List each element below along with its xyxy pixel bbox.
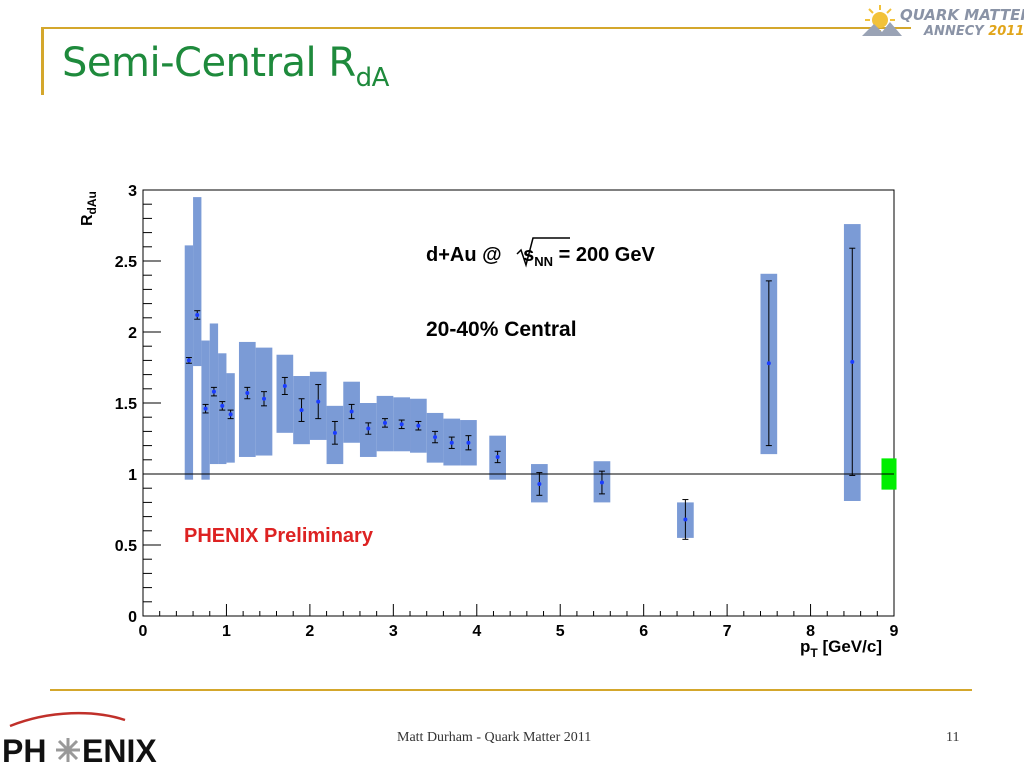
y-tick-label: 3 (128, 183, 137, 200)
y-tick-label: 2 (128, 325, 137, 342)
x-tick-label: 9 (890, 623, 899, 640)
data-point (382, 420, 387, 425)
data-point (261, 396, 266, 401)
systematic-box (238, 341, 256, 457)
data-point (220, 403, 225, 408)
x-tick-label: 6 (639, 623, 648, 640)
data-point (683, 517, 688, 522)
data-point (195, 312, 200, 317)
title-accent-bar (41, 27, 44, 95)
annotation-preliminary: PHENIX Preliminary (184, 525, 374, 547)
page-title: Semi-Central RdA (62, 40, 389, 93)
data-point (332, 430, 337, 435)
footer-rule (50, 689, 972, 691)
rdau-chart: 0 1 2 3 4 5 6 7 8 900.511.522.53 RdAu pT [GeV/c] … (79, 183, 899, 660)
x-tick-label: 7 (723, 623, 732, 640)
y-tick-label: 1.5 (115, 396, 137, 413)
phenix-logo: PH ENIX (2, 711, 157, 768)
page-number: 11 (946, 730, 960, 745)
title-rule (41, 27, 911, 29)
annotation-centrality: 20-40% Central (426, 318, 577, 341)
systematic-box (193, 197, 202, 367)
data-point (449, 440, 454, 445)
phenix-swoosh-icon (9, 711, 126, 728)
x-axis-label: pT [GeV/c] (800, 637, 882, 660)
quark-matter-logo-line2: ANNECY 2011 (924, 24, 1024, 39)
y-tick-label: 2.5 (115, 254, 137, 271)
data-point (366, 426, 371, 431)
data-point (416, 423, 421, 428)
x-tick-label: 2 (305, 623, 314, 640)
y-tick-label: 0.5 (115, 538, 137, 555)
phenix-star-icon (56, 738, 80, 762)
quark-matter-logo (860, 2, 1010, 46)
data-point (203, 406, 208, 411)
x-tick-label: 8 (806, 623, 815, 640)
x-tick-label: 1 (222, 623, 231, 640)
data-point (282, 383, 287, 388)
data-point (316, 399, 321, 404)
data-point (433, 435, 438, 440)
phenix-logo-text: PH (2, 733, 46, 768)
y-tick-label: 1 (128, 467, 137, 484)
x-tick-label: 3 (389, 623, 398, 640)
y-axis-label: RdAu (79, 191, 99, 226)
data-point (245, 391, 250, 396)
data-point (599, 480, 604, 485)
data-point (466, 440, 471, 445)
quark-matter-sun-icon (862, 5, 902, 36)
data-point (211, 389, 216, 394)
quark-matter-logo-line1: QUARK MATTER (900, 6, 1024, 24)
data-point (349, 409, 354, 414)
x-tick-label: 0 (139, 623, 148, 640)
footer-text: Matt Durham - Quark Matter 2011 (397, 730, 592, 745)
data-point (186, 358, 191, 363)
data-point (299, 408, 304, 413)
phenix-logo-text-end: ENIX (82, 733, 157, 768)
data-point (495, 454, 500, 459)
annotation-system: d+Au @ sNN = 200 GeV (426, 244, 655, 269)
data-point (850, 359, 855, 364)
y-tick-label: 0 (128, 609, 137, 626)
data-point (399, 422, 404, 427)
data-point (766, 361, 771, 366)
data-point (537, 481, 542, 486)
data-point (228, 412, 233, 417)
x-tick-label: 5 (556, 623, 565, 640)
x-tick-label: 4 (472, 623, 481, 640)
sqrt-symbol (516, 237, 570, 268)
